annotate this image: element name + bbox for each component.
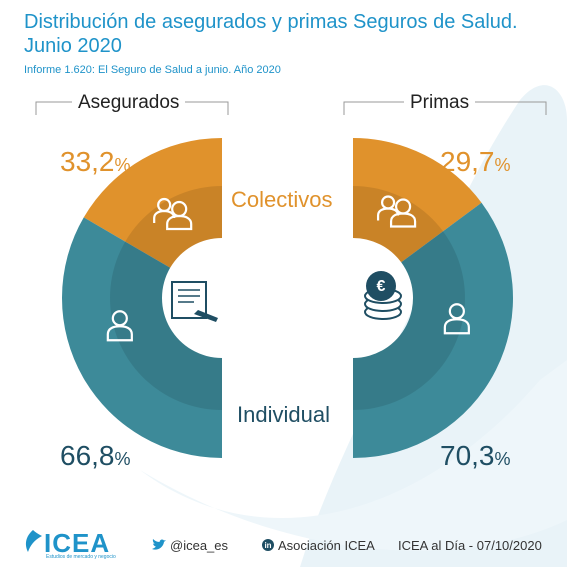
twitter-icon <box>152 539 166 550</box>
group-users-icon <box>376 195 417 228</box>
footer-date: ICEA al Día - 07/10/2020 <box>398 538 542 553</box>
linkedin-icon: in <box>262 539 274 551</box>
category-label-colectivos: Colectivos <box>231 187 333 212</box>
data-label-primas-individual: 70,3% <box>440 440 511 471</box>
user-icon <box>443 303 470 335</box>
slice-asegurados-colectivos <box>83 138 223 268</box>
slice-primas-individual <box>353 202 513 458</box>
svg-text:in: in <box>264 541 271 550</box>
data-label-primas-colectivos: 29,7% <box>440 146 511 177</box>
group-users-icon <box>153 197 193 231</box>
user-icon <box>106 310 133 342</box>
svg-text:€: € <box>377 278 386 295</box>
background-wave-2 <box>140 360 567 551</box>
slice-primas-colectivos <box>353 138 482 263</box>
brand-name: ICEA <box>44 528 111 558</box>
inner-ring-asegurados <box>110 186 222 410</box>
coins-euro-icon: € <box>364 271 402 320</box>
icea-logo-icon <box>25 530 42 552</box>
linkedin-name[interactable]: Asociación ICEA <box>278 538 375 553</box>
slice-asegurados-individual <box>62 217 222 458</box>
donut-primas <box>353 138 513 458</box>
data-label-asegurados-individual: 66,8% <box>60 440 131 471</box>
data-label-asegurados-colectivos: 33,2% <box>60 146 131 177</box>
brand-tagline: Estudios de mercado y negocio <box>46 554 116 560</box>
category-label-individual: Individual <box>237 402 330 427</box>
page-subtitle: Informe 1.620: El Seguro de Salud a juni… <box>24 64 281 76</box>
inner-ring-primas <box>353 186 465 410</box>
twitter-handle[interactable]: @icea_es <box>170 538 229 553</box>
document-pen-icon <box>171 281 218 322</box>
chart-title-asegurados: Asegurados <box>72 92 186 114</box>
page-title: Distribución de asegurados y primas Segu… <box>24 11 518 57</box>
donut-asegurados <box>62 138 223 458</box>
chart-title-primas: Primas <box>404 92 476 114</box>
